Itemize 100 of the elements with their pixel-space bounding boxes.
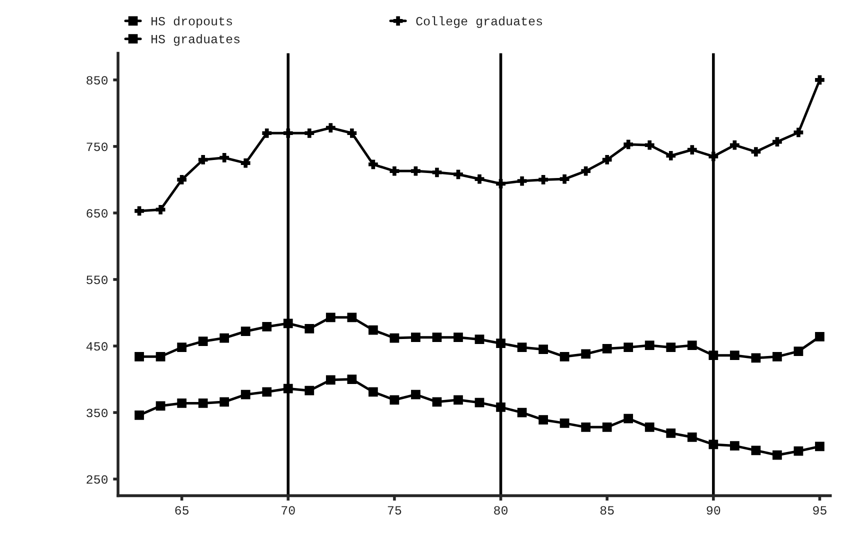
- point: [347, 128, 357, 138]
- point: [538, 175, 548, 184]
- point: [517, 342, 527, 352]
- point: [304, 324, 314, 334]
- point: [156, 352, 166, 362]
- point: [347, 312, 357, 322]
- point: [751, 353, 761, 363]
- point: [432, 332, 442, 342]
- point: [474, 174, 484, 184]
- y-tick-label: 650: [86, 209, 108, 218]
- point: [177, 342, 186, 352]
- point: [624, 414, 634, 424]
- x-tick-label: 80: [494, 506, 508, 515]
- point: [496, 338, 506, 348]
- point: [496, 179, 506, 188]
- point: [794, 128, 804, 138]
- point: [517, 408, 527, 418]
- point: [772, 450, 782, 460]
- point: [134, 206, 144, 216]
- point: [644, 340, 654, 350]
- point: [644, 140, 654, 150]
- x-tick-label: 90: [706, 506, 720, 515]
- x-tick-label: 95: [813, 506, 826, 515]
- point: [538, 415, 548, 425]
- point: [815, 332, 824, 342]
- point: [220, 153, 230, 162]
- point: [474, 334, 484, 344]
- point: [560, 352, 570, 362]
- legend-label: HS graduates: [152, 34, 240, 46]
- point: [240, 326, 250, 336]
- point: [134, 352, 144, 362]
- legend-label: HS dropouts: [152, 16, 232, 28]
- point: [730, 350, 740, 360]
- x-tick-label: 85: [600, 506, 614, 515]
- point: [454, 332, 463, 342]
- point: [390, 166, 400, 176]
- y-tick-label: 750: [86, 142, 108, 152]
- y-tick-label: 450: [86, 342, 108, 351]
- point: [368, 387, 378, 397]
- point: [347, 374, 357, 384]
- point: [368, 325, 378, 335]
- point: [517, 176, 527, 186]
- point: [134, 410, 144, 420]
- point: [751, 147, 761, 156]
- point: [666, 428, 676, 438]
- point: [602, 155, 612, 164]
- point: [815, 75, 824, 85]
- point: [432, 168, 442, 178]
- point: [304, 386, 314, 396]
- point: [708, 152, 718, 162]
- point: [240, 158, 250, 168]
- point: [581, 422, 591, 432]
- point: [326, 375, 336, 385]
- y-tick-label: 850: [86, 76, 108, 85]
- point: [687, 432, 697, 442]
- point: [432, 397, 442, 407]
- point: [326, 123, 336, 132]
- point: [411, 332, 420, 342]
- point: [772, 352, 782, 362]
- point: [794, 446, 804, 456]
- point: [198, 398, 208, 408]
- point: [538, 344, 548, 354]
- point: [283, 384, 293, 394]
- point: [666, 342, 676, 352]
- point: [198, 336, 208, 346]
- point: [687, 145, 697, 154]
- point: [411, 166, 420, 176]
- point: [730, 441, 740, 450]
- point: [390, 395, 400, 405]
- point: [708, 440, 718, 450]
- point: [262, 322, 272, 332]
- point: [474, 398, 484, 408]
- point: [644, 422, 654, 432]
- point: [560, 174, 570, 184]
- x-tick-label: 65: [175, 506, 189, 515]
- point: [454, 170, 463, 180]
- x-tick-label: 70: [282, 506, 295, 515]
- point: [390, 333, 400, 343]
- point: [602, 344, 612, 354]
- point: [708, 350, 718, 360]
- point: [177, 398, 186, 408]
- y-tick-label: 350: [86, 408, 108, 418]
- point: [198, 155, 208, 164]
- y-tick-label: 250: [86, 475, 108, 484]
- point: [730, 140, 740, 150]
- point: [794, 346, 804, 356]
- point: [156, 401, 166, 411]
- point: [602, 422, 612, 432]
- point: [177, 175, 186, 184]
- point: [687, 340, 697, 350]
- point: [815, 442, 824, 452]
- point: [220, 333, 230, 343]
- point: [304, 128, 314, 138]
- point: [156, 204, 166, 214]
- point: [581, 349, 591, 359]
- point: [283, 128, 293, 138]
- point: [220, 397, 230, 407]
- point: [624, 140, 634, 150]
- point: [454, 395, 463, 405]
- point: [262, 387, 272, 397]
